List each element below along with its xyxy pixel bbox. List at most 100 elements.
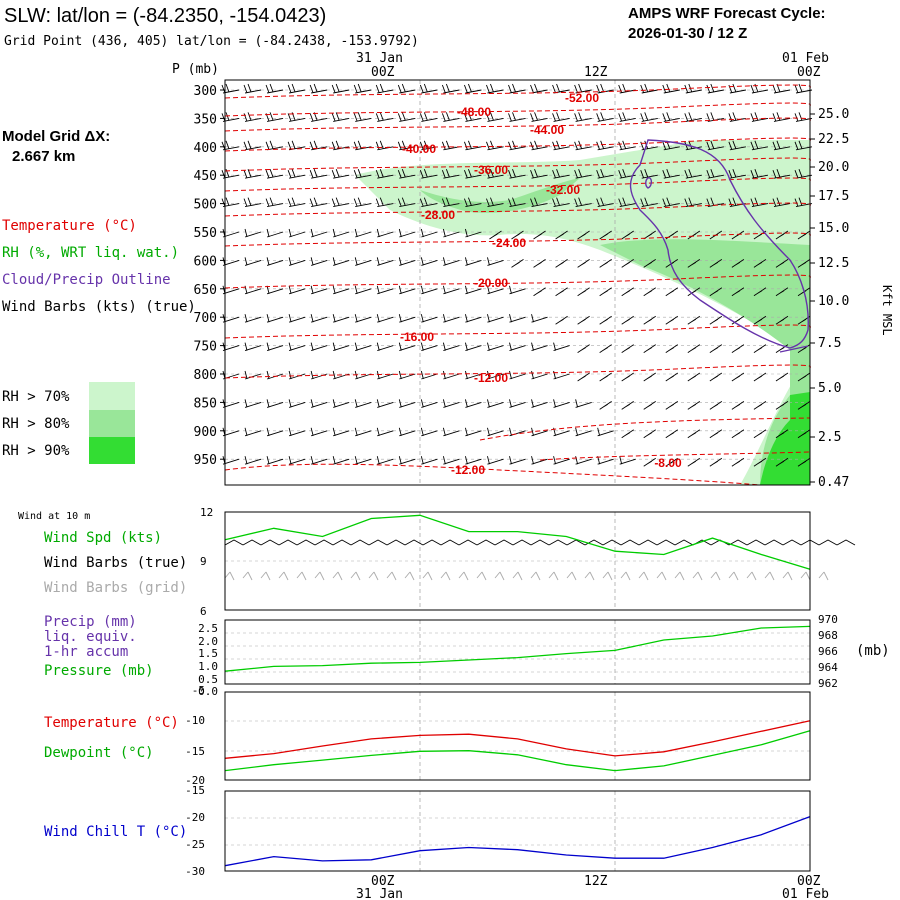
wind-barb — [464, 112, 482, 122]
wind-barb — [266, 285, 284, 295]
temperature-contour — [224, 102, 811, 117]
wind-barb — [420, 228, 438, 238]
wind-barb — [731, 457, 745, 467]
wind-barb — [332, 399, 350, 408]
wind-barb — [531, 427, 548, 437]
wind-barb — [287, 197, 306, 208]
wind-barb — [288, 456, 306, 465]
wind-barb — [244, 342, 262, 352]
bottom-time-00z: 00Z — [371, 874, 395, 889]
wind-barb — [441, 140, 460, 151]
wind-barb — [398, 399, 416, 408]
temperature-contour — [539, 451, 811, 461]
pressure-tick-label: 800 — [194, 368, 217, 383]
wind-barb — [487, 399, 504, 408]
wind-barb — [706, 169, 724, 179]
wind-barb — [332, 257, 350, 266]
wind-barb — [662, 169, 680, 179]
wind-barb — [376, 285, 394, 295]
wind-barb — [599, 344, 612, 353]
wind-barb — [797, 401, 811, 410]
pressure-tick-label: 600 — [194, 254, 217, 269]
temperature-line — [224, 720, 811, 759]
wind-barb — [684, 169, 702, 179]
wind-barb — [599, 230, 612, 240]
wind-barb — [753, 315, 767, 325]
wind-barb — [596, 197, 614, 208]
wind-barb-true — [224, 539, 244, 546]
wind-barb — [243, 169, 262, 179]
cloud-outline-cell — [645, 177, 653, 189]
wind-barb-grid — [440, 571, 451, 581]
wind-barb — [375, 83, 394, 94]
wind-barb — [552, 197, 570, 208]
wind-barb — [309, 197, 328, 208]
wind-panel-title: Wind at 10 m — [18, 511, 90, 522]
wind-barb — [753, 401, 767, 410]
temperature-ytick-label: -20 — [185, 774, 205, 787]
wind-barb — [486, 140, 504, 151]
wind-barb — [709, 344, 723, 353]
wind-barb — [640, 112, 658, 122]
wind-barb — [687, 259, 701, 268]
wind-barb — [309, 83, 328, 94]
wind-barb — [553, 456, 570, 465]
wind-barb — [376, 314, 394, 323]
wind-barb — [464, 228, 482, 238]
wind-barb — [288, 342, 306, 352]
wind-barb-grid — [242, 571, 253, 581]
dewpoint-line — [224, 730, 811, 772]
wind-barb — [331, 83, 350, 94]
wind-barb — [684, 112, 702, 122]
wind-barb — [244, 427, 262, 437]
wind-barb — [332, 342, 350, 352]
wind-barb — [508, 197, 526, 208]
wind-barb — [464, 169, 482, 179]
wind-barb — [775, 259, 789, 268]
wind-barb — [621, 401, 634, 410]
wind-barb — [775, 230, 789, 240]
temperature-contour-label: -36.00 — [474, 163, 508, 177]
wind-barb — [531, 399, 548, 408]
wind-barb — [618, 83, 636, 94]
wind-barb — [243, 83, 262, 94]
wind-barb — [353, 197, 372, 208]
wind-barb — [574, 197, 592, 208]
wind-barb-true — [440, 539, 460, 546]
legend-dewpoint: Dewpoint (°C) — [44, 745, 154, 761]
wind-barb — [709, 372, 723, 382]
wind-barb — [288, 285, 306, 295]
temperature-contour-label: -12.00 — [474, 371, 508, 385]
bottom-date-1: 31 Jan — [356, 887, 403, 900]
wind-barb — [618, 140, 636, 151]
wind-barb — [531, 314, 548, 323]
wind-barb — [266, 399, 284, 408]
wind-barb — [310, 427, 328, 437]
wind-barb — [243, 197, 262, 208]
windchill-panel-frame — [224, 790, 811, 872]
wind-barb — [553, 427, 570, 437]
pressure-axis-title: P (mb) — [172, 62, 219, 77]
bottom-date-2: 01 Feb — [782, 887, 829, 900]
wind-barb — [353, 140, 372, 151]
pressure-tick-label: 850 — [194, 396, 217, 411]
wind-barb — [332, 427, 350, 437]
wind-barb-true — [422, 539, 442, 546]
wind-barb-grid — [494, 571, 505, 581]
temperature-contour — [479, 417, 811, 441]
wind-barb-grid — [728, 571, 739, 581]
wind-barb — [419, 83, 438, 94]
wind-barb-true — [746, 539, 766, 546]
wind-barb — [687, 401, 701, 410]
wind-barb — [442, 456, 460, 465]
temperature-panel-frame — [224, 691, 811, 781]
wind-barb — [621, 372, 634, 382]
height-tick-label: 20.0 — [818, 160, 849, 175]
legend-precip: Precip (mm) — [44, 614, 137, 630]
wind-barb — [310, 399, 328, 408]
temperature-contour — [224, 274, 811, 289]
cross-section-frame — [224, 79, 811, 486]
wind-barb-true — [764, 539, 784, 546]
wind-barb — [753, 457, 767, 467]
wind-barb-grid — [404, 571, 415, 581]
